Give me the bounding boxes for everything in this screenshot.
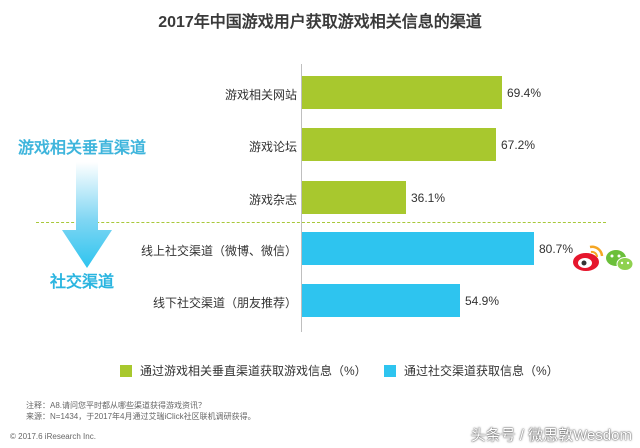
copyright-text: © 2017.6 iResearch Inc. bbox=[10, 432, 96, 441]
category-label: 线上社交渠道（微博、微信） bbox=[140, 244, 297, 258]
value-label: 54.9% bbox=[465, 294, 500, 308]
watermark-text: 头条号 / 微思敦Wesdom bbox=[470, 427, 632, 444]
social-icons bbox=[573, 245, 634, 271]
bar-social bbox=[302, 284, 460, 317]
bar-vertical bbox=[302, 76, 502, 109]
category-label: 游戏相关网站 bbox=[224, 88, 297, 102]
group-label-social: 社交渠道 bbox=[50, 274, 115, 291]
legend-item-social: 通过社交渠道获取信息（%） bbox=[384, 362, 559, 379]
value-label: 80.7% bbox=[539, 242, 574, 256]
category-label: 游戏杂志 bbox=[248, 193, 297, 207]
group-label-vertical: 游戏相关垂直渠道 bbox=[18, 140, 147, 157]
bar-vertical bbox=[302, 181, 406, 214]
legend-item-vertical: 通过游戏相关垂直渠道获取游戏信息（%） bbox=[120, 362, 367, 379]
legend-label-social: 通过社交渠道获取信息（%） bbox=[404, 364, 559, 378]
value-label: 67.2% bbox=[501, 138, 536, 152]
weibo-icon bbox=[573, 245, 604, 271]
category-label: 线下社交渠道（朋友推荐） bbox=[152, 296, 297, 310]
value-label: 69.4% bbox=[507, 86, 542, 100]
category-axis-line bbox=[301, 64, 302, 332]
bar-social bbox=[302, 232, 534, 265]
category-label: 游戏论坛 bbox=[248, 140, 297, 154]
legend-label-vertical: 通过游戏相关垂直渠道获取游戏信息（%） bbox=[140, 364, 367, 378]
note-text: 注释：A8.请问您平时都从哪些渠道获得游戏资讯？ bbox=[26, 401, 207, 410]
chart-title: 2017年中国游戏用户获取游戏相关信息的渠道 bbox=[158, 14, 482, 31]
legend-swatch-social bbox=[384, 364, 396, 377]
group-divider bbox=[36, 222, 606, 223]
wechat-icon bbox=[606, 250, 634, 271]
chart-notes: 注释：A8.请问您平时都从哪些渠道获得游戏资讯？ 来源：N=1434，于2017… bbox=[26, 400, 256, 422]
bar-vertical bbox=[302, 128, 496, 161]
down-arrow-icon bbox=[62, 162, 112, 268]
legend-swatch-vertical bbox=[120, 364, 132, 377]
value-label: 36.1% bbox=[411, 191, 446, 205]
source-text: 来源：N=1434，于2017年4月通过艾瑞iClick社区联机调研获得。 bbox=[26, 412, 256, 421]
